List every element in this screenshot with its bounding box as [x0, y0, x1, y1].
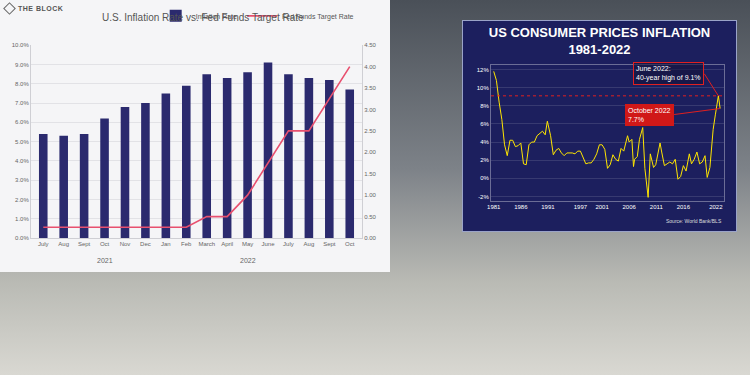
svg-text:US CONSUMER PRICES INFLATION19: US CONSUMER PRICES INFLATION1981-2022: [489, 25, 711, 57]
svg-text:2%: 2%: [480, 157, 489, 163]
svg-text:1.0%: 1.0%: [15, 216, 29, 222]
svg-text:May: May: [242, 241, 253, 247]
svg-text:July: July: [283, 241, 294, 247]
svg-text:2022: 2022: [240, 257, 256, 264]
svg-text:2016: 2016: [677, 204, 691, 210]
svg-text:6%: 6%: [480, 121, 489, 127]
svg-text:2001: 2001: [595, 204, 609, 210]
svg-text:4.50: 4.50: [364, 42, 376, 48]
svg-text:U.S. Inflation Rate vs. Fed Fu: U.S. Inflation Rate vs. Fed Funds Target…: [102, 12, 304, 23]
svg-text:2.50: 2.50: [364, 128, 376, 134]
svg-text:June 2022:40-year high of 9.1%: June 2022:40-year high of 9.1%: [636, 65, 701, 82]
svg-text:3.00: 3.00: [364, 107, 376, 113]
svg-text:5.0%: 5.0%: [15, 139, 29, 145]
svg-text:2021: 2021: [97, 257, 113, 264]
svg-text:6.0%: 6.0%: [15, 119, 29, 125]
svg-text:Fed Funds Target Rate: Fed Funds Target Rate: [282, 13, 354, 21]
svg-text:Inflation Rate: Inflation Rate: [196, 13, 237, 20]
svg-text:October 20227.7%: October 20227.7%: [628, 107, 671, 123]
svg-text:Oct: Oct: [100, 241, 110, 247]
svg-text:Oct: Oct: [345, 241, 355, 247]
svg-text:1.00: 1.00: [364, 192, 376, 198]
svg-text:0.0%: 0.0%: [15, 235, 29, 241]
svg-text:Nov: Nov: [120, 241, 131, 247]
svg-text:3.0%: 3.0%: [15, 177, 29, 183]
svg-text:1997: 1997: [574, 204, 588, 210]
svg-text:7.0%: 7.0%: [15, 100, 29, 106]
svg-text:1986: 1986: [514, 204, 528, 210]
svg-text:2011: 2011: [650, 204, 664, 210]
svg-text:Feb: Feb: [181, 241, 192, 247]
svg-text:12%: 12%: [477, 67, 490, 73]
svg-text:8%: 8%: [480, 103, 489, 109]
svg-text:1981: 1981: [487, 204, 501, 210]
svg-text:1.50: 1.50: [364, 171, 376, 177]
svg-text:Sept: Sept: [323, 241, 336, 247]
svg-text:4.00: 4.00: [364, 64, 376, 70]
svg-text:2006: 2006: [622, 204, 636, 210]
svg-text:Jan: Jan: [161, 241, 171, 247]
svg-text:2.0%: 2.0%: [15, 197, 29, 203]
svg-text:10%: 10%: [477, 85, 490, 91]
svg-text:1991: 1991: [541, 204, 555, 210]
svg-text:8.0%: 8.0%: [15, 81, 29, 87]
svg-text:10.0%: 10.0%: [12, 42, 30, 48]
svg-text:4%: 4%: [480, 139, 489, 145]
svg-text:June: June: [262, 241, 276, 247]
svg-text:9.0%: 9.0%: [15, 62, 29, 68]
svg-text:Sept: Sept: [78, 241, 91, 247]
svg-text:2.00: 2.00: [364, 149, 376, 155]
svg-text:0.50: 0.50: [364, 214, 376, 220]
svg-text:4.0%: 4.0%: [15, 158, 29, 164]
html-text:THE BLOCK: THE BLOCK: [18, 5, 64, 12]
svg-text:Aug: Aug: [304, 241, 315, 247]
svg-text:March: March: [198, 241, 215, 247]
svg-text:Dec: Dec: [140, 241, 151, 247]
svg-text:3.50: 3.50: [364, 85, 376, 91]
svg-text:Source: World Bank/BLS: Source: World Bank/BLS: [666, 218, 722, 224]
svg-text:July: July: [38, 241, 49, 247]
svg-text:April: April: [221, 241, 233, 247]
svg-text:0%: 0%: [480, 175, 489, 181]
svg-text:Aug: Aug: [58, 241, 69, 247]
svg-text:-2%: -2%: [478, 194, 489, 200]
svg-text:0.00: 0.00: [364, 235, 376, 241]
svg-text:2022: 2022: [709, 204, 723, 210]
